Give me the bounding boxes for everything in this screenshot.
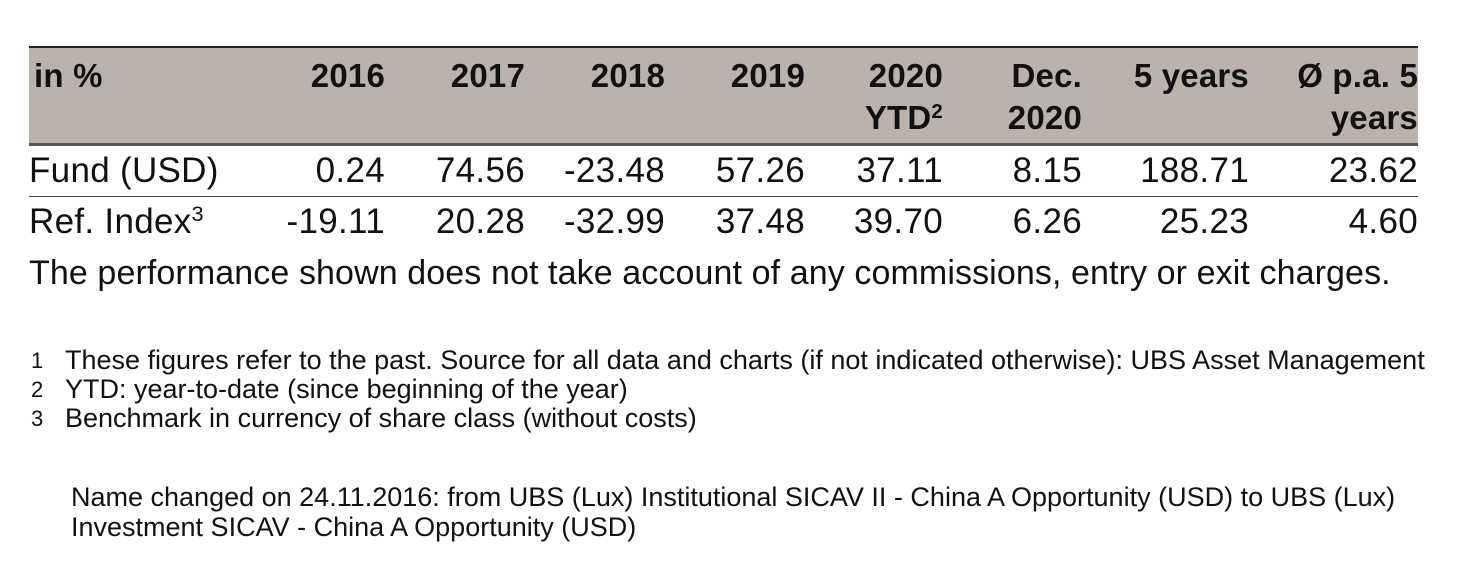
footnote-text: These figures refer to the past. Source … <box>65 345 1425 375</box>
header-avg-pa-5-years: Ø p.a. 5 years <box>1249 46 1418 146</box>
header-2020-ytd: 2020 YTD2 <box>805 46 943 146</box>
header-5-years: 5 years <box>1082 46 1249 146</box>
cell-value: 8.15 <box>943 144 1082 197</box>
cell-value: 25.23 <box>1159 202 1249 241</box>
footnote-ref-3: 3 <box>191 201 204 227</box>
footnotes: 1 These figures refer to the past. Sourc… <box>29 346 1429 433</box>
cell-value: 6.26 <box>1012 202 1082 241</box>
footnote-2: 2 YTD: year-to-date (since beginning of … <box>29 375 1429 404</box>
performance-disclaimer: The performance shown does not take acco… <box>29 254 1391 292</box>
cell-value: 74.56 <box>385 144 525 197</box>
name-change-note: Name changed on 24.11.2016: from UBS (Lu… <box>71 482 1396 542</box>
row-label: Ref. Index3 <box>29 201 204 241</box>
cell-value: 37.48 <box>715 202 805 241</box>
header-2016: 2016 <box>229 46 385 146</box>
cell-value: 20.28 <box>435 202 525 241</box>
table-row-fund: Fund (USD) 0.24 74.56 -23.48 57.26 37.11… <box>29 144 1418 197</box>
footnote-text: Benchmark in currency of share class (wi… <box>65 403 697 433</box>
cell-value: 37.11 <box>805 144 943 197</box>
table-header-row: in % 2016 2017 2018 2019 2020 YTD2 Dec. … <box>29 46 1418 146</box>
cell-value: 23.62 <box>1249 144 1418 197</box>
footnote-number: 2 <box>31 377 44 402</box>
cell-value: 4.60 <box>1348 202 1418 241</box>
header-2019: 2019 <box>665 46 805 146</box>
footnote-ref-2: 2 <box>931 99 943 123</box>
cell-value: -19.11 <box>286 202 385 241</box>
header-dec-2020: Dec. 2020 <box>943 46 1082 146</box>
header-2017: 2017 <box>385 46 525 146</box>
performance-table: in % 2016 2017 2018 2019 2020 YTD2 Dec. … <box>29 46 1418 247</box>
cell-value: 39.70 <box>853 202 943 241</box>
cell-value: 188.71 <box>1082 144 1249 197</box>
cell-value: -23.48 <box>525 144 665 197</box>
footnote-text: YTD: year-to-date (since beginning of th… <box>65 374 628 404</box>
cell-value: 57.26 <box>665 144 805 197</box>
footnote-3: 3 Benchmark in currency of share class (… <box>29 404 1429 433</box>
header-2018: 2018 <box>525 46 665 146</box>
header-unit: in % <box>29 46 229 146</box>
footnote-number: 3 <box>31 406 44 431</box>
footnote-number: 1 <box>31 348 44 373</box>
footnote-1: 1 These figures refer to the past. Sourc… <box>29 346 1429 375</box>
cell-value: -32.99 <box>563 202 665 241</box>
table-row-ref-index: Ref. Index3 -19.11 20.28 -32.99 37.48 39… <box>29 197 1418 248</box>
cell-value: 0.24 <box>229 144 385 197</box>
row-label: Fund (USD) <box>29 144 229 197</box>
